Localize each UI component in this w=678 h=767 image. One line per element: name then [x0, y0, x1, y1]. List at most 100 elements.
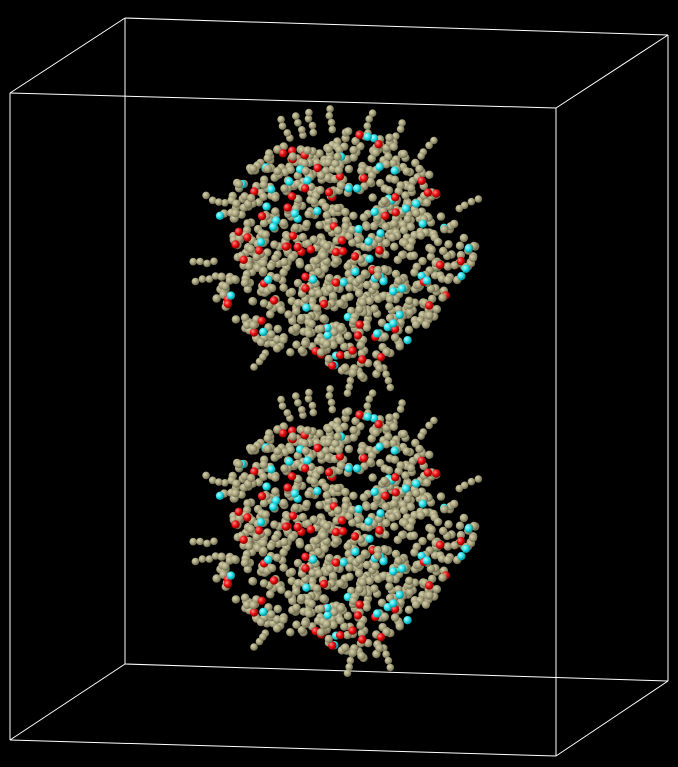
- bead-particle: [345, 283, 354, 292]
- bead-particle: [325, 284, 334, 293]
- bead-particle: [405, 587, 415, 597]
- red-atom-particle: [375, 526, 384, 535]
- bead-particle: [341, 216, 351, 225]
- bead-particle: [324, 634, 333, 644]
- bead-particle: [293, 558, 303, 568]
- bead-particle: [443, 275, 453, 285]
- bead-particle: [326, 385, 334, 393]
- bead-particle: [329, 620, 338, 630]
- bead-particle: [247, 193, 256, 203]
- bead-particle: [366, 457, 375, 466]
- bead-particle: [357, 446, 366, 455]
- bead-particle: [230, 555, 240, 564]
- simulation-box-front: [9, 34, 669, 757]
- bead-particle: [279, 268, 288, 277]
- bead-particle: [271, 473, 280, 482]
- bead-particle: [261, 230, 270, 239]
- bead-particle: [232, 479, 241, 488]
- bead-particle: [298, 406, 306, 414]
- cyan-atom-particle: [226, 291, 236, 300]
- bead-particle: [325, 553, 334, 563]
- bead-particle: [302, 499, 311, 509]
- bead-particle: [411, 320, 421, 329]
- red-atom-particle: [300, 464, 310, 473]
- bead-particle: [221, 199, 229, 207]
- bead-particle: [417, 152, 425, 160]
- cyan-atom-particle: [464, 524, 473, 533]
- bead-particle: [304, 395, 313, 403]
- red-atom-particle: [249, 328, 259, 337]
- bead-particle: [371, 281, 380, 291]
- bead-particle: [295, 540, 305, 549]
- bead-particle: [279, 615, 288, 624]
- bead-particle: [341, 496, 351, 505]
- bead-particle: [385, 302, 394, 311]
- bead-particle: [333, 506, 343, 515]
- bead-particle: [440, 505, 449, 514]
- red-atom-particle: [281, 242, 291, 251]
- bead-particle: [364, 243, 373, 252]
- bead-particle: [348, 225, 357, 235]
- bead-particle: [341, 222, 350, 231]
- red-atom-particle: [301, 552, 310, 561]
- bead-particle: [394, 556, 403, 565]
- bead-particle: [312, 304, 322, 313]
- bead-particle: [280, 184, 289, 193]
- cyan-atom-particle: [354, 224, 363, 234]
- bead-particle: [343, 611, 352, 620]
- bead-particle: [300, 618, 310, 628]
- bead-particle: [316, 628, 326, 637]
- bead-particle: [355, 585, 364, 594]
- bead-particle: [263, 434, 272, 443]
- bead-particle: [277, 305, 286, 314]
- bead-particle: [385, 582, 394, 591]
- cyan-atom-particle: [365, 254, 374, 263]
- bead-particle: [263, 444, 273, 454]
- red-atom-particle: [359, 174, 369, 183]
- bead-particle: [314, 267, 323, 277]
- red-atom-particle: [293, 522, 302, 532]
- cyan-atom-particle: [403, 336, 412, 345]
- bead-particle: [315, 501, 324, 510]
- cyan-atom-particle: [285, 177, 294, 186]
- bead-particle: [341, 207, 350, 217]
- bead-particle: [211, 272, 220, 280]
- bead-particle: [292, 392, 300, 400]
- bead-particle: [287, 533, 297, 542]
- bead-particle: [357, 651, 366, 661]
- bead-particle: [297, 313, 306, 323]
- red-atom-particle: [287, 472, 297, 481]
- bead-particle: [205, 555, 214, 563]
- bead-particle: [189, 257, 197, 266]
- bead-particle: [409, 251, 419, 260]
- red-atom-particle: [324, 188, 334, 197]
- bead-particle: [390, 613, 400, 622]
- bead-particle: [418, 256, 427, 266]
- bead-particle: [428, 294, 437, 304]
- cyan-atom-particle: [403, 616, 412, 625]
- cyan-atom-particle: [303, 456, 312, 465]
- bead-particle: [348, 518, 357, 527]
- bead-particle: [377, 598, 387, 607]
- bead-particle: [196, 537, 204, 546]
- red-atom-particle: [355, 130, 364, 140]
- bead-particle: [249, 164, 258, 173]
- red-atom-particle: [338, 527, 348, 536]
- bead-particle: [259, 499, 269, 508]
- bead-particle: [231, 209, 240, 218]
- red-atom-particle: [432, 469, 441, 478]
- bead-particle: [369, 501, 379, 511]
- bead-particle: [460, 481, 469, 490]
- cyan-atom-particle: [259, 327, 268, 337]
- bead-particle: [305, 388, 313, 397]
- box-edge: [9, 739, 557, 757]
- bead-particle: [411, 438, 420, 448]
- bead-particle: [294, 399, 302, 407]
- bead-particle: [267, 610, 276, 619]
- bead-particle: [212, 294, 221, 303]
- bead-particle: [345, 563, 354, 572]
- bead-particle: [271, 193, 280, 202]
- bead-particle: [394, 276, 403, 285]
- bead-particle: [250, 363, 258, 371]
